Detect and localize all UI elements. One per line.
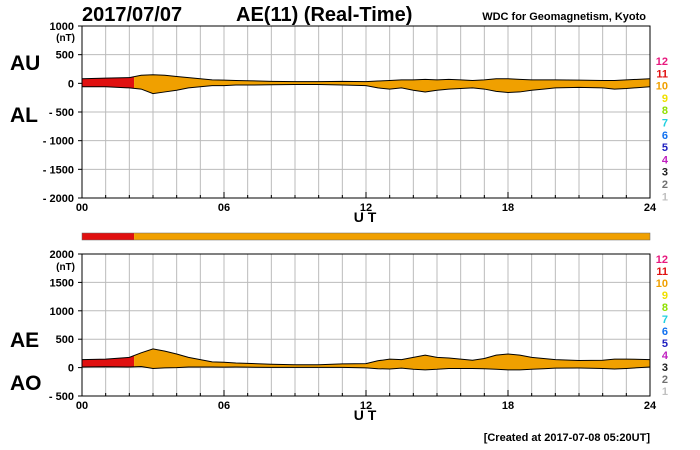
top-unit-label: (nT) — [56, 33, 75, 44]
ao-label: AO — [10, 372, 42, 395]
station-level-11: 11 — [656, 266, 668, 278]
bottom-y-tick-label: 1500 — [50, 277, 74, 289]
bottom-x-tick-label: 00 — [76, 400, 88, 412]
top-al-line — [82, 83, 651, 95]
au-label: AU — [10, 52, 41, 75]
station-level-10: 10 — [656, 81, 668, 93]
top-y-tick-label: 500 — [56, 50, 74, 62]
top-x-tick-label: 18 — [502, 202, 514, 214]
top-y-tick-label: - 1000 — [43, 136, 74, 148]
station-level-12: 12 — [656, 56, 668, 68]
bottom-y-tick-label: 1000 — [50, 306, 74, 318]
station-level-1: 1 — [662, 386, 668, 398]
station-level-7: 7 — [662, 118, 668, 130]
bottom-x-tick-label: 18 — [502, 400, 514, 412]
station-level-1: 1 — [662, 191, 668, 203]
station-level-2: 2 — [662, 179, 668, 191]
station-level-2: 2 — [662, 374, 668, 386]
bottom-fill-band — [134, 348, 650, 370]
bottom-y-tick-label: 2000 — [50, 249, 74, 261]
al-label: AL — [10, 104, 38, 127]
bottom-unit-label: (nT) — [56, 262, 75, 273]
station-count-segment — [82, 233, 135, 240]
bottom-x-tick-label: 06 — [218, 400, 230, 412]
bottom-ae-line — [81, 348, 651, 366]
bottom-y-tick-label: - 500 — [49, 391, 74, 403]
bottom-x-axis-label: U T — [354, 407, 377, 423]
station-level-3: 3 — [662, 362, 668, 374]
bottom-x-tick-label: 24 — [644, 400, 657, 412]
station-level-6: 6 — [662, 130, 668, 142]
station-count-frame — [81, 232, 651, 241]
station-level-3: 3 — [662, 167, 668, 179]
top-x-tick-label: 06 — [218, 202, 230, 214]
station-level-8: 8 — [662, 302, 668, 314]
top-x-tick-label: 24 — [644, 202, 657, 214]
station-level-4: 4 — [662, 350, 669, 362]
index-title: AE(11) (Real-Time) — [236, 4, 413, 26]
top-au-line — [81, 74, 651, 83]
station-count-segment — [134, 233, 651, 240]
top-y-tick-label: 0 — [68, 78, 74, 90]
ae-label: AE — [10, 329, 40, 352]
station-level-5: 5 — [662, 338, 668, 350]
top-x-axis-label: U T — [354, 209, 377, 225]
top-y-tick-label: - 500 — [49, 107, 74, 119]
station-level-9: 9 — [662, 93, 668, 105]
station-count-bar — [81, 232, 651, 241]
created-timestamp: [Created at 2017-07-08 05:20UT] — [483, 432, 650, 444]
station-level-5: 5 — [662, 142, 668, 154]
top-y-tick-label: - 1500 — [43, 164, 74, 176]
station-level-12: 12 — [656, 254, 668, 266]
station-level-11: 11 — [656, 68, 668, 80]
date-title: 2017/07/07 — [82, 4, 183, 26]
bottom-y-tick-label: 500 — [56, 334, 74, 346]
station-level-4: 4 — [662, 154, 669, 166]
station-level-10: 10 — [656, 278, 668, 290]
station-level-7: 7 — [662, 314, 668, 326]
bottom-x-tick-label: 12 — [360, 400, 372, 412]
top-x-tick-label: 12 — [360, 202, 372, 214]
top-x-tick-label: 00 — [76, 202, 88, 214]
station-level-9: 9 — [662, 290, 668, 302]
station-level-6: 6 — [662, 326, 668, 338]
bottom-y-tick-label: 0 — [68, 363, 74, 375]
bottom-ao-line — [81, 365, 651, 371]
source-label: WDC for Geomagnetism, Kyoto — [482, 11, 646, 23]
top-y-tick-label: 1000 — [50, 21, 74, 33]
top-y-tick-label: - 2000 — [43, 193, 74, 205]
bottom-fill-band — [82, 348, 135, 370]
station-level-8: 8 — [662, 105, 668, 117]
